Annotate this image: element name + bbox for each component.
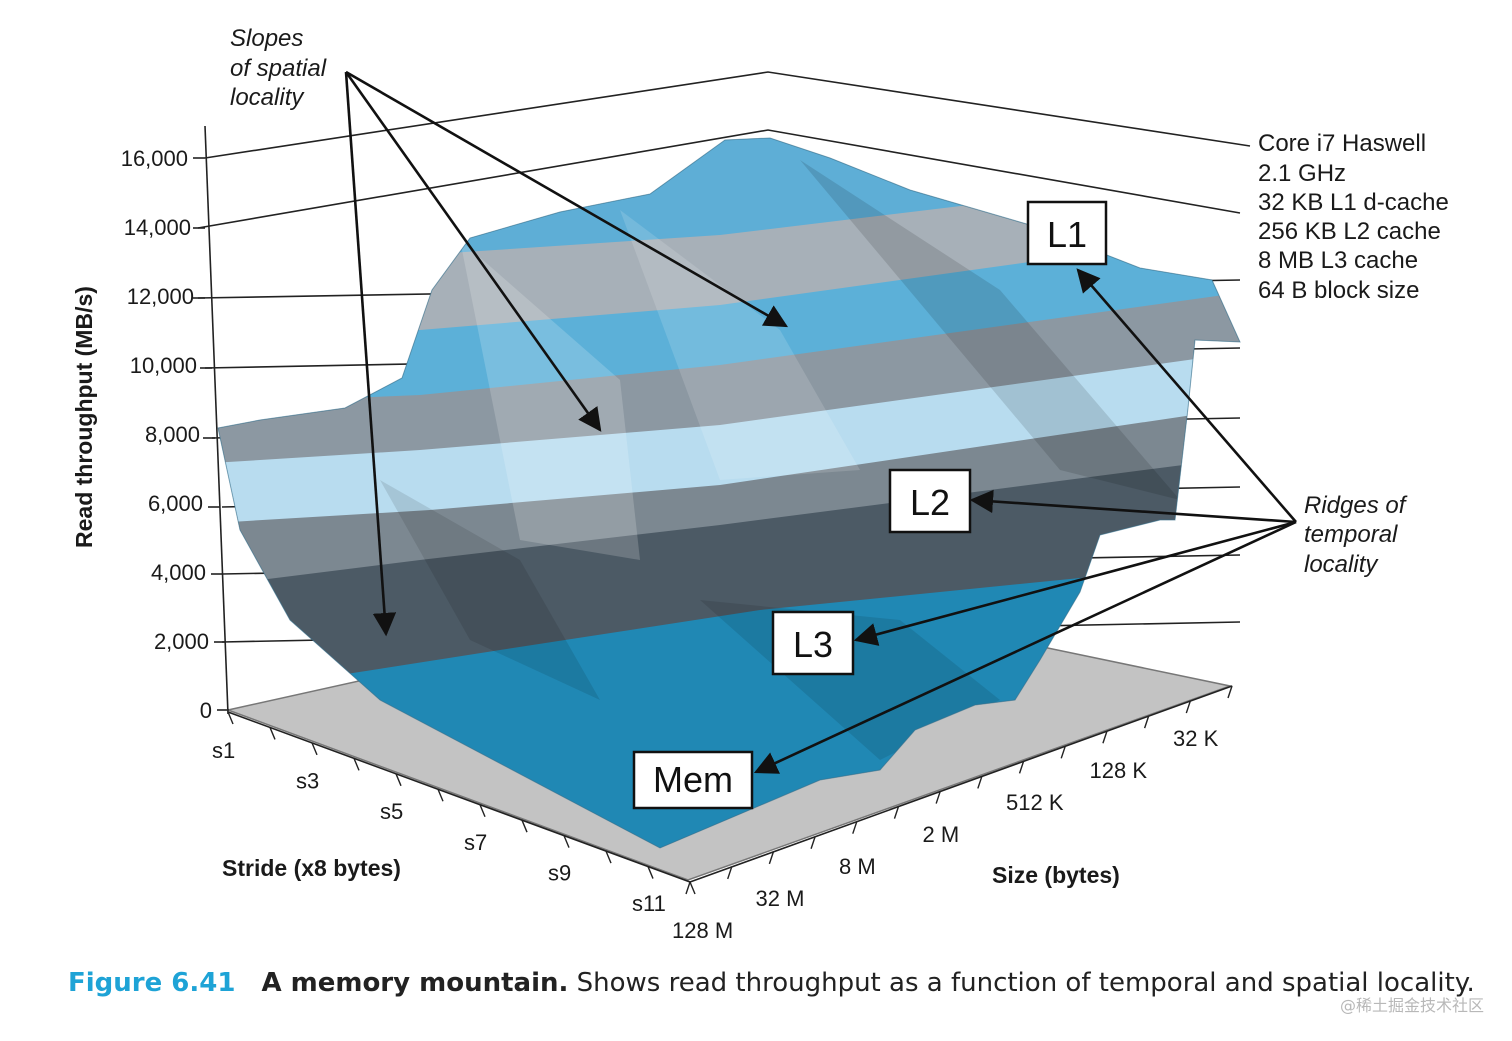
y-tick-label: 10,000 [130,353,197,378]
size-tick-label: 32 M [756,886,805,911]
region-box-mem: Mem [632,750,754,810]
size-tick-label: 2 M [923,822,960,847]
band-l1-light [218,225,1240,405]
temporal-locality-note: Ridges of temporal locality [1304,492,1408,578]
stride-tick-label: s5 [380,799,403,824]
size-tick-mark [685,881,691,895]
y-tick-label: 6,000 [148,491,203,516]
size-tick-label: 128 K [1090,758,1148,783]
spatial-arrows [344,70,789,637]
spatial-note-line-3: locality [230,84,305,111]
stride-tick-mark [395,773,402,787]
y-tick-label: 14,000 [124,215,191,240]
size-tick-mark [1143,715,1150,729]
stride-tick-mark [479,804,486,817]
spec-cpu: Core i7 Haswell [1258,130,1426,157]
band-l2-light [218,345,1240,525]
size-tick-mark [1185,700,1191,714]
spec-l1: 32 KB L1 d-cache [1258,189,1449,216]
size-tick-label: 128 M [672,918,733,943]
caption-text: Shows read throughput as a function of t… [568,968,1475,998]
region-box-l2: L2 [888,468,972,534]
size-tick-mark [935,791,941,804]
stride-tick-mark [521,819,528,833]
y-tick-label: 4,000 [151,560,206,585]
size-tick-mark [768,851,775,865]
y-tick-labels: 0 2,000 4,000 6,000 8,000 10,000 12,000 14,000 1… [121,146,212,723]
y-tick-label: 2,000 [154,629,209,654]
size-tick-label: 8 M [839,854,876,879]
stride-tick-mark [269,727,276,740]
stride-tick-label: s7 [464,830,487,855]
y-tick-marks [193,157,229,711]
processor-specs: Core i7 Haswell 2.1 GHz 32 KB L1 d-cache… [1258,130,1449,304]
stride-axis-title: Stride (x8 bytes) [222,855,401,881]
caption-title: A memory mountain. [261,968,569,998]
figure-caption: Figure 6.41 A memory mountain. Shows read… [68,968,1475,998]
stride-tick-mark [353,758,360,771]
spec-l2: 256 KB L2 cache [1258,218,1441,245]
y-axis [204,125,229,715]
size-tick-labels: 128 M 32 M 8 M 2 M 512 K 128 K 32 K [672,726,1219,943]
stride-tick-mark [311,742,318,756]
watermark: @稀土掘金技术社区 [1339,996,1484,1015]
stride-tick-mark [227,711,234,725]
y-tick-label: 8,000 [145,422,200,447]
stride-tick-mark [605,850,612,864]
temporal-note-line-3: locality [1304,551,1379,578]
stride-tick-mark [563,835,570,848]
size-tick-mark [977,776,983,789]
size-tick-mark [727,866,733,880]
spec-clock: 2.1 GHz [1258,160,1346,187]
stride-tick-mark [689,881,696,895]
size-tick-label: 512 K [1006,790,1064,815]
region-box-l3: L3 [771,610,855,676]
size-tick-mark [1060,746,1066,759]
front-tick-marks [227,685,1233,895]
stride-tick-mark [647,866,654,879]
mountain-outline [217,137,1241,849]
spec-block: 64 B block size [1258,277,1419,304]
stride-tick-labels: s1 s3 s5 s7 s9 s11 [212,738,666,916]
temporal-note-line-1: Ridges of [1304,492,1408,519]
region-label-l3: L3 [793,624,833,665]
size-tick-mark [1227,685,1233,699]
spec-l3: 8 MB L3 cache [1258,247,1418,274]
stride-tick-mark [437,789,444,802]
front-axes [227,685,1233,883]
size-tick-label: 32 K [1173,726,1219,751]
size-axis-title: Size (bytes) [992,862,1120,888]
spatial-locality-note: Slopes of spatial locality [230,25,327,111]
figure-number: Figure 6.41 [68,968,236,998]
stride-tick-label: s11 [632,891,666,916]
size-tick-mark [1102,731,1108,744]
size-tick-mark [1018,761,1025,774]
y-tick-label: 16,000 [121,146,188,171]
size-tick-mark [810,836,816,849]
spatial-note-line-2: of spatial [230,55,327,82]
region-label-l2: L2 [910,482,950,523]
size-tick-mark [852,821,858,834]
y-axis-title: Read throughput (MB/s) [71,286,97,548]
band-l2-mid [218,285,1240,465]
band-l3-gray [218,400,1240,590]
size-tick-mark [893,806,900,819]
region-label-mem: Mem [653,759,733,800]
region-box-l1: L1 [1026,200,1108,266]
stride-tick-label: s3 [296,769,319,794]
spatial-note-line-1: Slopes [230,25,303,52]
stride-tick-label: s1 [212,738,235,763]
y-tick-label: 0 [200,698,212,723]
region-label-l1: L1 [1047,214,1087,255]
temporal-arrows [753,268,1297,774]
temporal-note-line-2: temporal [1304,521,1398,548]
y-tick-label: 12,000 [127,284,194,309]
stride-tick-label: s9 [548,860,571,885]
